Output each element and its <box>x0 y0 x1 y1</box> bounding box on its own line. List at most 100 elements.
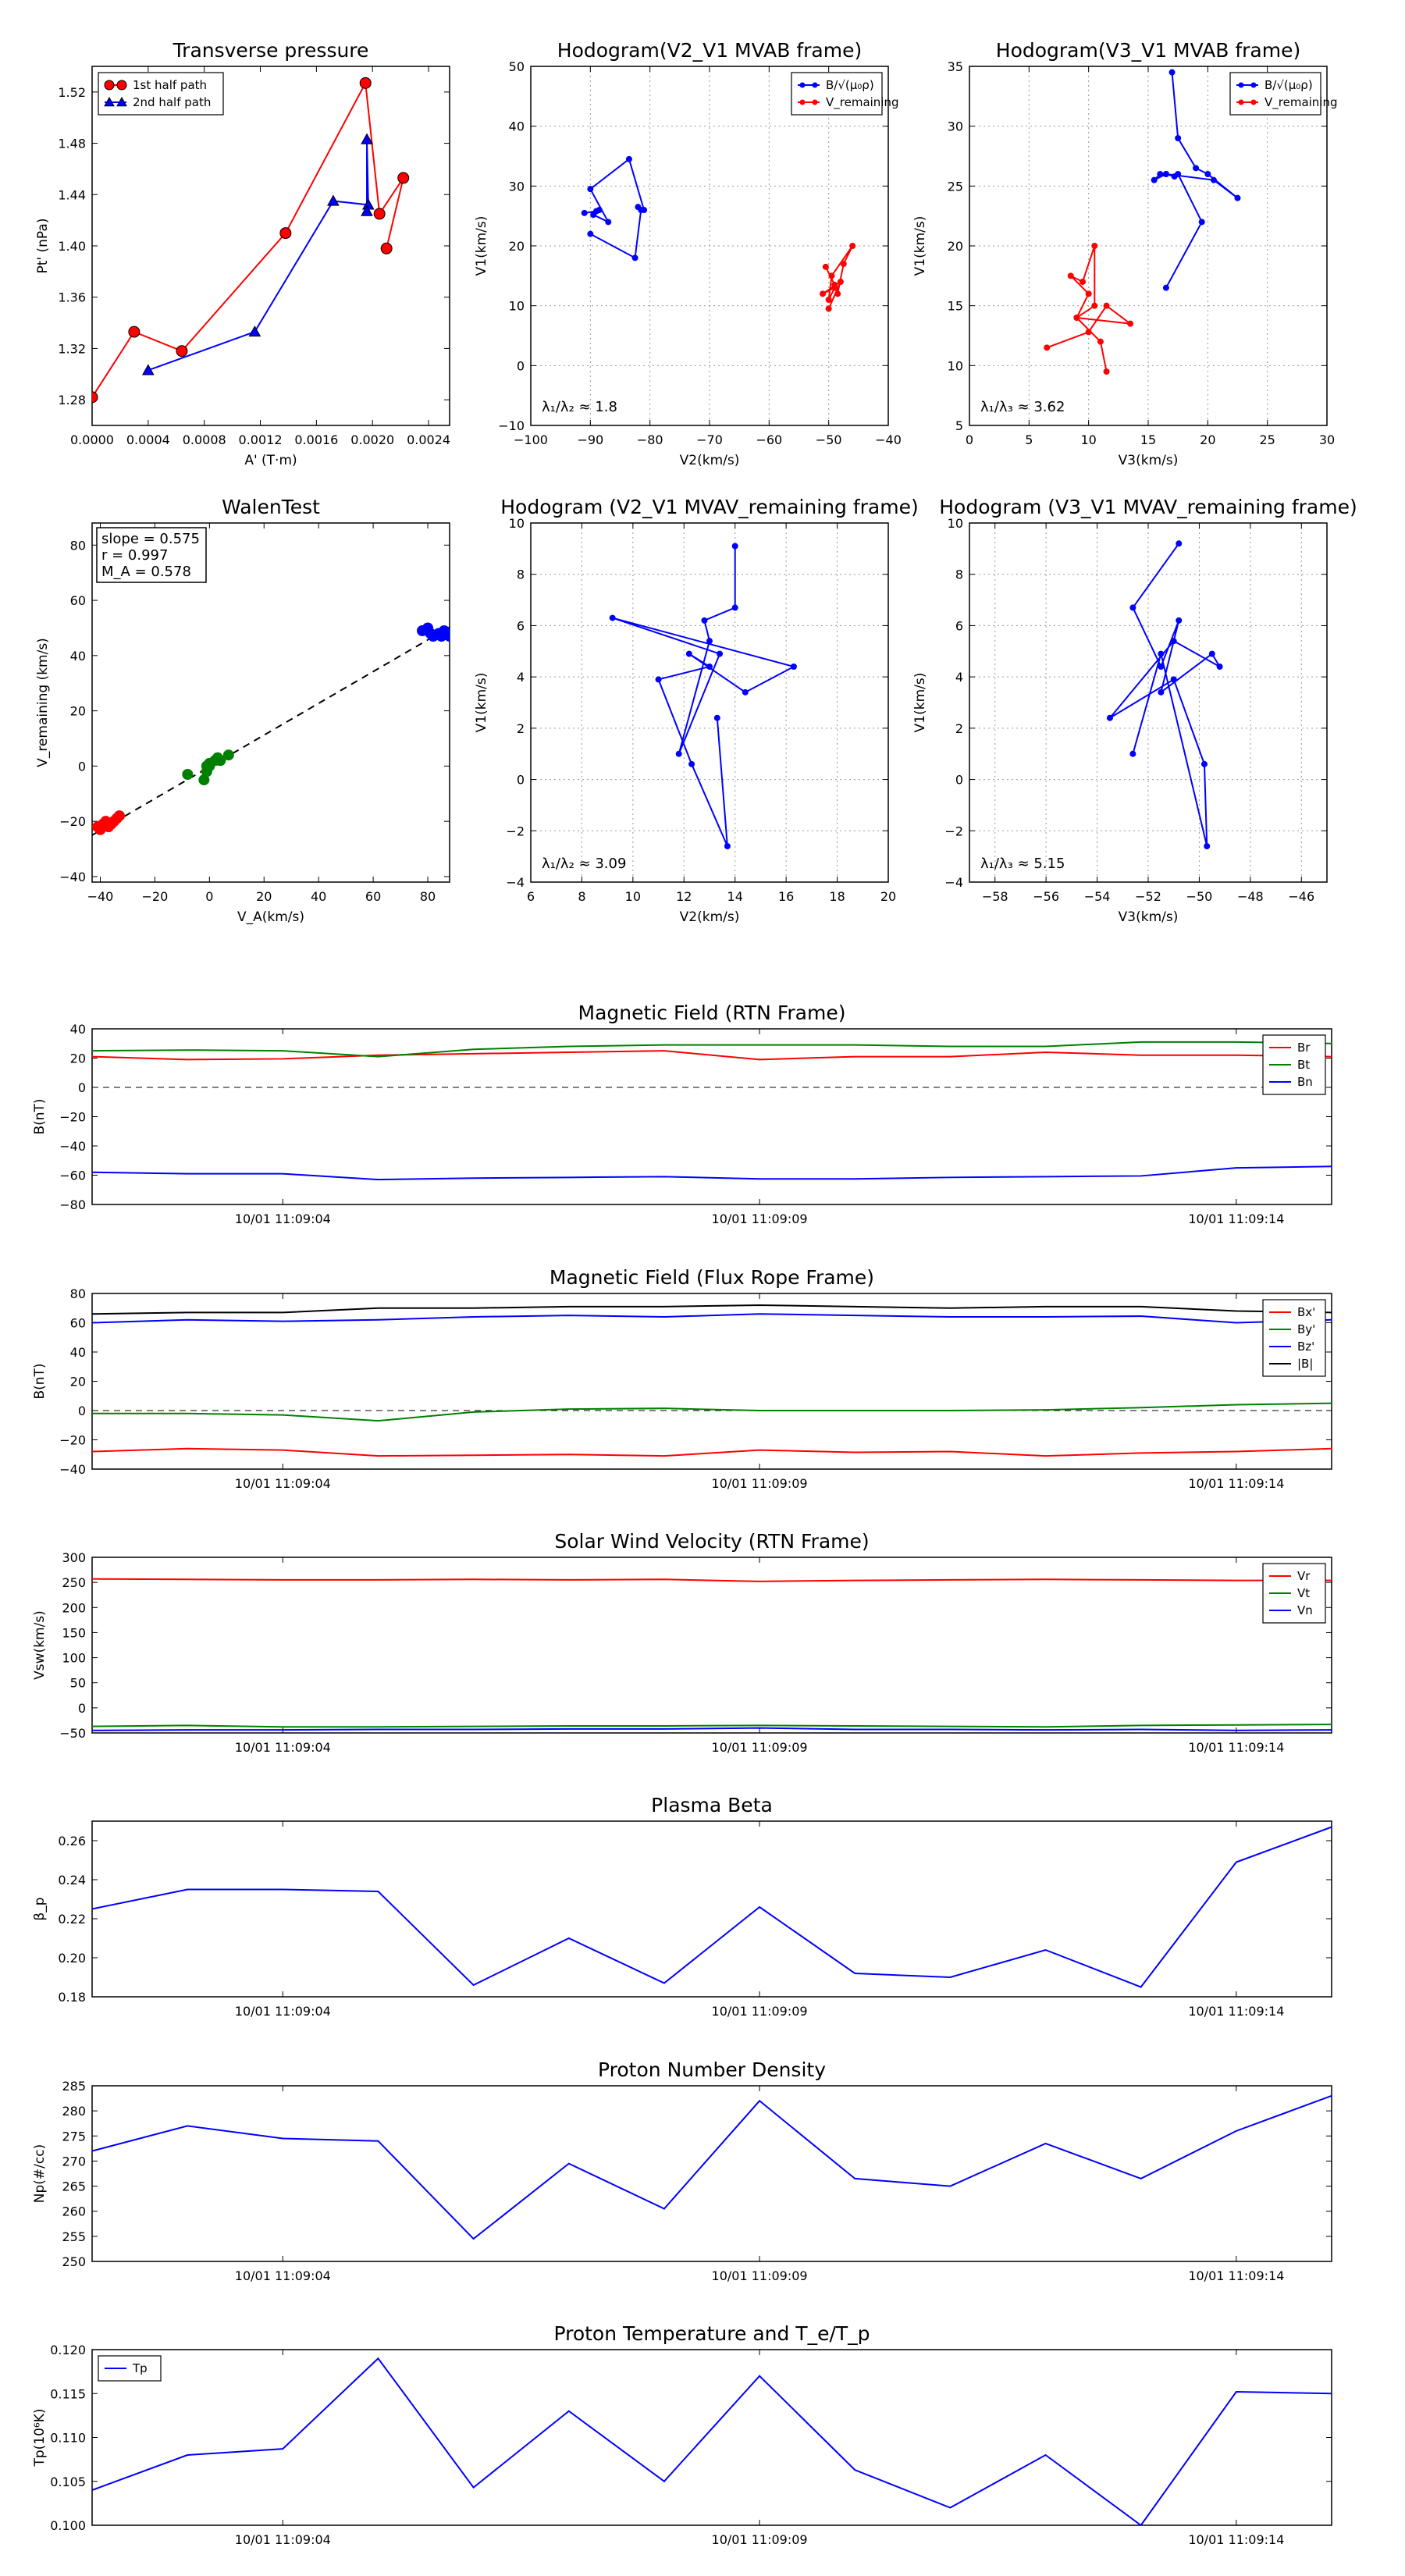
y-tick-label: 8 <box>955 568 963 582</box>
legend-marker <box>1238 99 1244 105</box>
x-tick-label: 10/01 11:09:14 <box>1188 2268 1284 2283</box>
chart-title: Hodogram(V3_V1 MVAB frame) <box>996 39 1300 62</box>
chart-proton-temperature: Proton Temperature and T_e/T_p 10/01 11:0… <box>32 2322 1332 2547</box>
y-tick-label: 0 <box>955 773 963 788</box>
y-tick-label: −20 <box>59 1110 86 1125</box>
axes-frame <box>91 522 450 883</box>
legend: B/√(μ₀ρ) V_remaining <box>1229 72 1338 116</box>
x-tick-label: 12 <box>676 889 692 904</box>
x-tick-label: −90 <box>577 432 603 447</box>
legend-marker <box>1238 82 1244 88</box>
axes-frame <box>91 2349 1332 2526</box>
data-point <box>724 843 731 849</box>
y-tick-label: −2 <box>506 824 525 838</box>
x-tick-label: 10/01 11:09:09 <box>712 2004 808 2019</box>
legend-box <box>98 72 224 116</box>
y-tick-label: 255 <box>62 2229 86 2244</box>
y-tick-label: 1.40 <box>58 239 86 254</box>
fit-line <box>92 626 450 836</box>
x-tick-label: 20 <box>1200 432 1215 447</box>
data-point <box>1129 750 1136 757</box>
chart-title: Magnetic Field (Flux Rope Frame) <box>550 1266 874 1289</box>
y-tick-label: 0.105 <box>50 2475 86 2489</box>
y-tick-label: 10 <box>509 516 525 531</box>
series-line <box>92 1050 1332 1061</box>
data-point <box>1127 320 1134 327</box>
y-tick-label: −60 <box>59 1169 86 1183</box>
x-tick-label: 10/01 11:09:04 <box>235 2268 331 2283</box>
x-tick-label: 0.0008 <box>183 432 226 447</box>
legend-label: Vt <box>1297 1586 1310 1600</box>
y-tick-label: 0.26 <box>58 1834 86 1848</box>
data-point <box>605 219 612 226</box>
axes-frame <box>530 522 889 883</box>
annotation: λ₁/λ₂ ≈ 3.09 <box>542 856 626 872</box>
data-point <box>655 676 662 683</box>
data-point <box>1044 344 1051 351</box>
y-tick-label: −80 <box>59 1197 86 1212</box>
y-tick-label: 40 <box>70 649 86 664</box>
y-tick-label: −50 <box>59 1726 86 1741</box>
y-axis-label: V_remaining (km/s) <box>35 638 51 767</box>
x-tick-label: 20 <box>256 889 272 904</box>
chart-hodogram-v2-v1-mvab: Hodogram(V2_V1 MVAB frame)−100 −90 −80 −70−… <box>474 39 902 468</box>
x-tick-label: 0.0004 <box>126 432 170 447</box>
scatter-point <box>215 755 226 767</box>
legend: 1st half path 2nd half path <box>98 72 224 116</box>
x-axis-label: V_A(km/s) <box>237 909 304 925</box>
y-tick-label: −10 <box>498 418 525 433</box>
legend-label: Vr <box>1297 1569 1311 1583</box>
legend-marker <box>812 82 818 88</box>
data-point <box>1204 843 1211 849</box>
data-point <box>176 345 188 358</box>
data-point <box>1157 171 1164 177</box>
x-tick-label: 10/01 11:09:09 <box>712 2268 808 2283</box>
plot-area <box>92 2357 1332 2525</box>
data-point <box>361 205 373 216</box>
y-tick-label: 6 <box>955 618 963 633</box>
annotation-line: r = 0.997 <box>101 547 168 564</box>
data-point <box>837 279 844 285</box>
plot-area <box>92 622 450 836</box>
x-tick-label: −50 <box>816 432 842 447</box>
data-point <box>1162 171 1169 177</box>
y-tick-label: 30 <box>509 179 525 194</box>
y-tick-label: 6 <box>517 618 525 633</box>
legend-box <box>1262 1299 1326 1377</box>
legend-label: Bz' <box>1297 1340 1314 1354</box>
axes-frame <box>91 1820 1332 1998</box>
y-axis-label: B(nT) <box>32 1098 48 1134</box>
plot-area <box>609 543 797 849</box>
y-tick-label: 1.36 <box>58 290 86 305</box>
y-tick-label: −40 <box>59 1462 86 1477</box>
data-point <box>1080 279 1087 285</box>
data-point <box>1158 650 1165 657</box>
data-point <box>1198 219 1205 226</box>
plot-area <box>92 76 410 404</box>
y-tick-label: 260 <box>62 2204 86 2219</box>
y-tick-label: 0.115 <box>50 2386 86 2401</box>
y-tick-label: 20 <box>70 704 86 719</box>
x-tick-label: −20 <box>142 889 169 904</box>
series-line <box>92 2094 1332 2240</box>
x-tick-label: 10/01 11:09:09 <box>712 2532 808 2547</box>
scatter-point <box>444 631 450 642</box>
data-point <box>820 290 827 297</box>
x-tick-label: −100 <box>514 432 548 447</box>
data-point <box>706 664 713 670</box>
y-tick-label: 80 <box>70 538 86 553</box>
y-tick-label: 285 <box>62 2079 86 2094</box>
y-tick-label: −4 <box>506 875 525 890</box>
y-tick-label: −20 <box>59 814 86 829</box>
legend-label: Tp <box>132 2361 148 2375</box>
data-point <box>1175 135 1182 141</box>
x-tick-label: −48 <box>1237 889 1264 904</box>
data-point <box>701 617 708 624</box>
data-point <box>1216 664 1223 670</box>
data-point <box>638 207 645 213</box>
legend-label: B/√(μ₀ρ) <box>826 78 874 92</box>
x-tick-label: −60 <box>756 432 782 447</box>
y-tick-label: 0.120 <box>50 2343 86 2357</box>
axes-frame <box>91 2085 1332 2262</box>
series-line <box>584 158 646 259</box>
